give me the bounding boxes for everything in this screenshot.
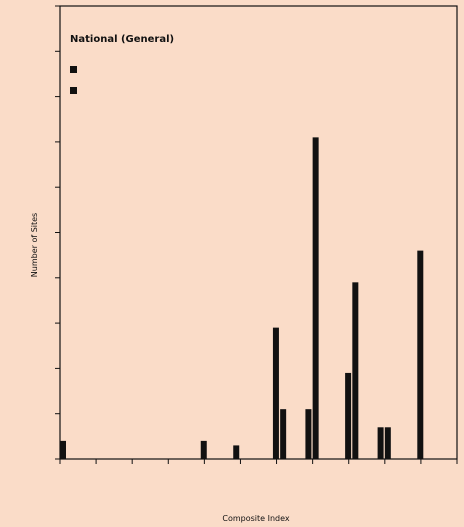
y-axis-label: Number of Sites bbox=[30, 213, 39, 277]
bar-10 bbox=[377, 427, 384, 459]
bar-1 bbox=[60, 440, 66, 459]
x-axis-label: Composite Index bbox=[222, 514, 290, 523]
chart-title: National (General) bbox=[70, 34, 174, 45]
y-axis-ticks bbox=[55, 5, 60, 460]
bar-11 bbox=[384, 427, 391, 459]
legend-swatch-2 bbox=[70, 87, 77, 94]
bar-8 bbox=[345, 372, 352, 459]
legend-swatch-1 bbox=[70, 66, 77, 73]
bars bbox=[60, 137, 424, 459]
bar-3 bbox=[233, 445, 240, 459]
bar-6 bbox=[305, 409, 312, 459]
bar-5 bbox=[280, 409, 287, 459]
bar-7 bbox=[312, 137, 319, 459]
bar-4 bbox=[272, 327, 279, 459]
bar-2 bbox=[200, 440, 207, 459]
x-axis-ticks bbox=[59, 459, 458, 464]
bar-9 bbox=[352, 282, 359, 459]
plot-area bbox=[59, 5, 458, 460]
bar-12 bbox=[417, 250, 424, 459]
